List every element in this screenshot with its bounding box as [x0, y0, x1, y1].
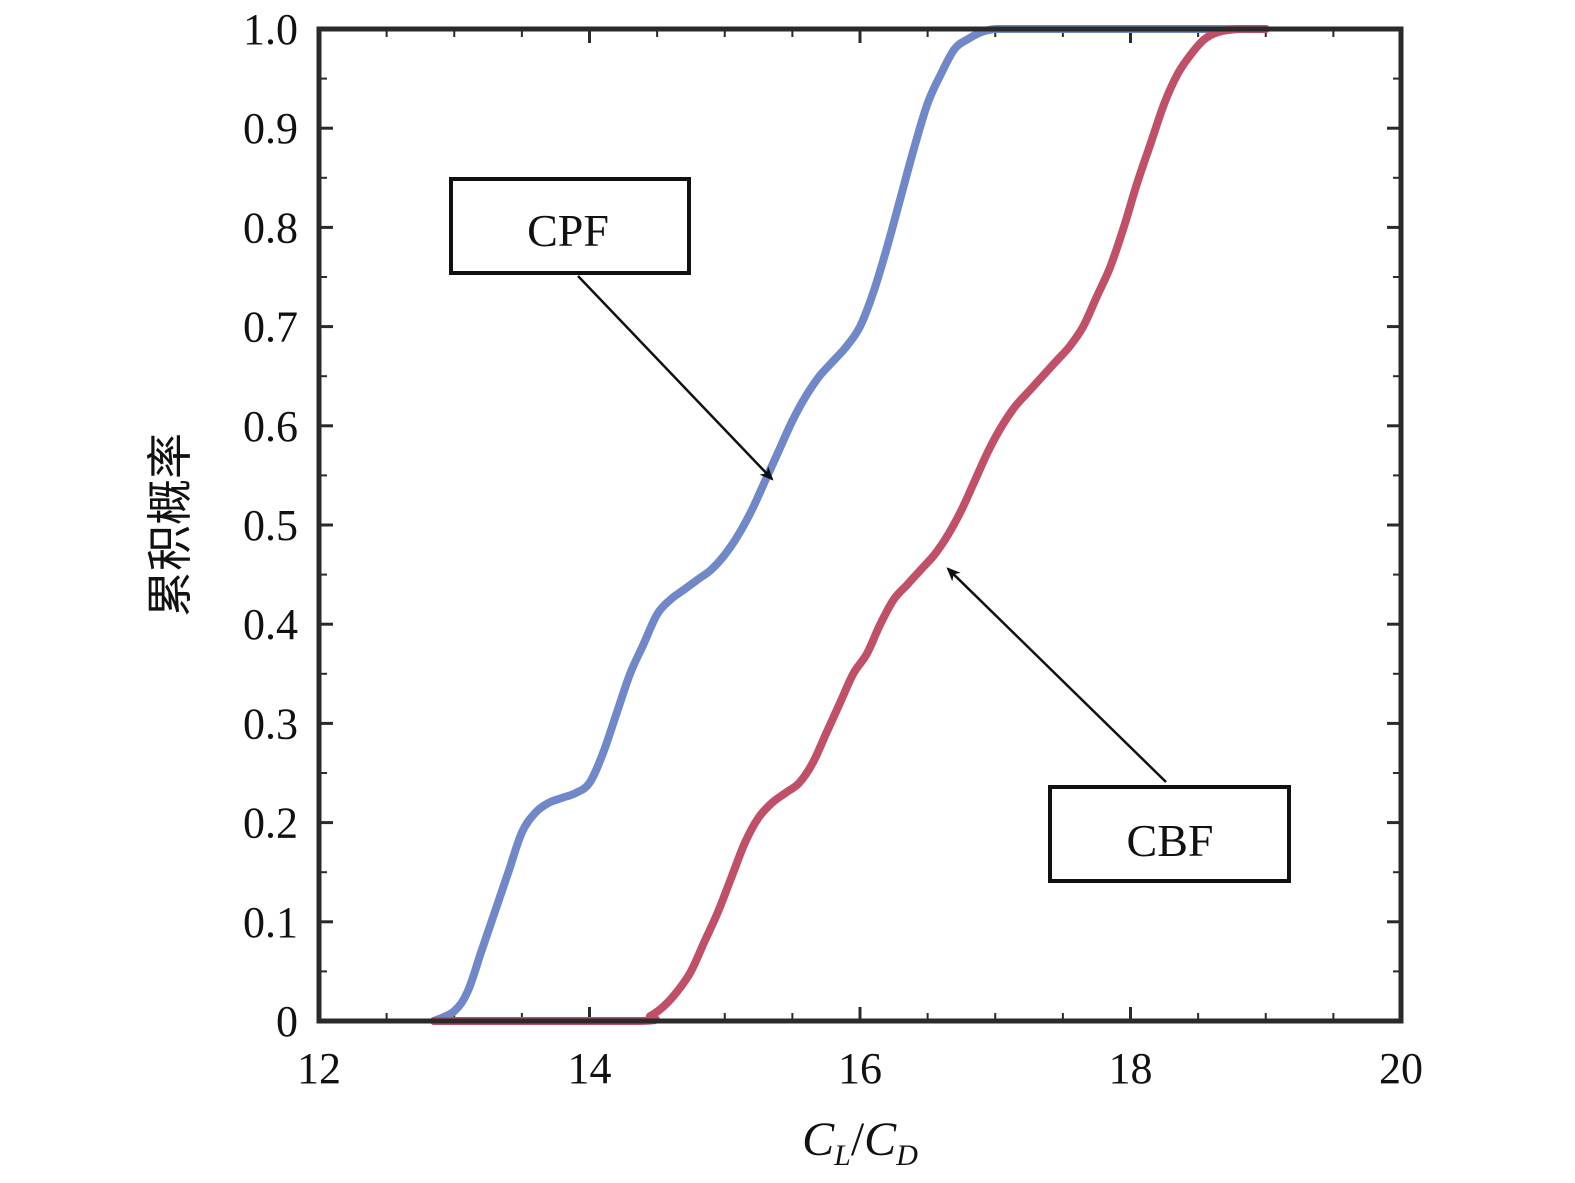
x-axis-label-sub2: D: [895, 1139, 918, 1172]
y-tick-label: 1.0: [243, 5, 298, 54]
callout-cpf-label: CPF: [527, 205, 609, 256]
y-tick-label: 0.2: [243, 799, 298, 848]
series-line-cpf: [429, 24, 1270, 1025]
x-axis-label-main1: C: [802, 1113, 835, 1166]
y-tick-label: 0.3: [243, 699, 298, 748]
y-tick-label: 0.1: [243, 898, 298, 947]
x-axis-label-main2: C: [864, 1113, 897, 1166]
callout-cbf: CBF: [946, 567, 1291, 883]
y-tick-label: 0.7: [243, 303, 298, 352]
callout-cbf-box: [1048, 785, 1291, 883]
callout-cbf-label: CBF: [1127, 815, 1214, 866]
x-tick-label: 18: [1109, 1044, 1153, 1093]
callout-cpf-box: [449, 177, 691, 275]
callout-cbf-arrow: [946, 567, 1167, 783]
y-tick-label: 0.5: [243, 501, 298, 550]
callout-cpf-arrow: [577, 275, 774, 481]
series-lines: [429, 24, 1270, 1026]
x-axis-label: CL/CD: [802, 1113, 918, 1172]
x-tick-label: 20: [1379, 1044, 1423, 1093]
y-tick-label: 0: [276, 997, 298, 1046]
x-axis-label-sub1: L: [833, 1139, 851, 1172]
y-tick-labels: 0 0.1 0.2 0.3 0.4 0.5 0.6 0.7 0.8 0.9 1.0: [243, 5, 298, 1046]
y-tick-label: 0.8: [243, 203, 298, 252]
callout-cpf: CPF: [449, 177, 774, 481]
y-tick-label: 0.6: [243, 402, 298, 451]
y-axis-label: 累积概率: [145, 433, 196, 617]
x-tick-label: 12: [297, 1044, 341, 1093]
plot-frame: [316, 26, 1404, 1024]
x-axis-label-slash: /: [851, 1113, 865, 1166]
series-line-cbf: [429, 24, 1270, 1026]
x-tick-label: 16: [838, 1044, 882, 1093]
y-tick-label: 0.4: [243, 600, 298, 649]
y-tick-label: 0.9: [243, 104, 298, 153]
x-tick-label: 14: [568, 1044, 612, 1093]
x-tick-labels: 12 14 16 18 20: [297, 1044, 1423, 1093]
